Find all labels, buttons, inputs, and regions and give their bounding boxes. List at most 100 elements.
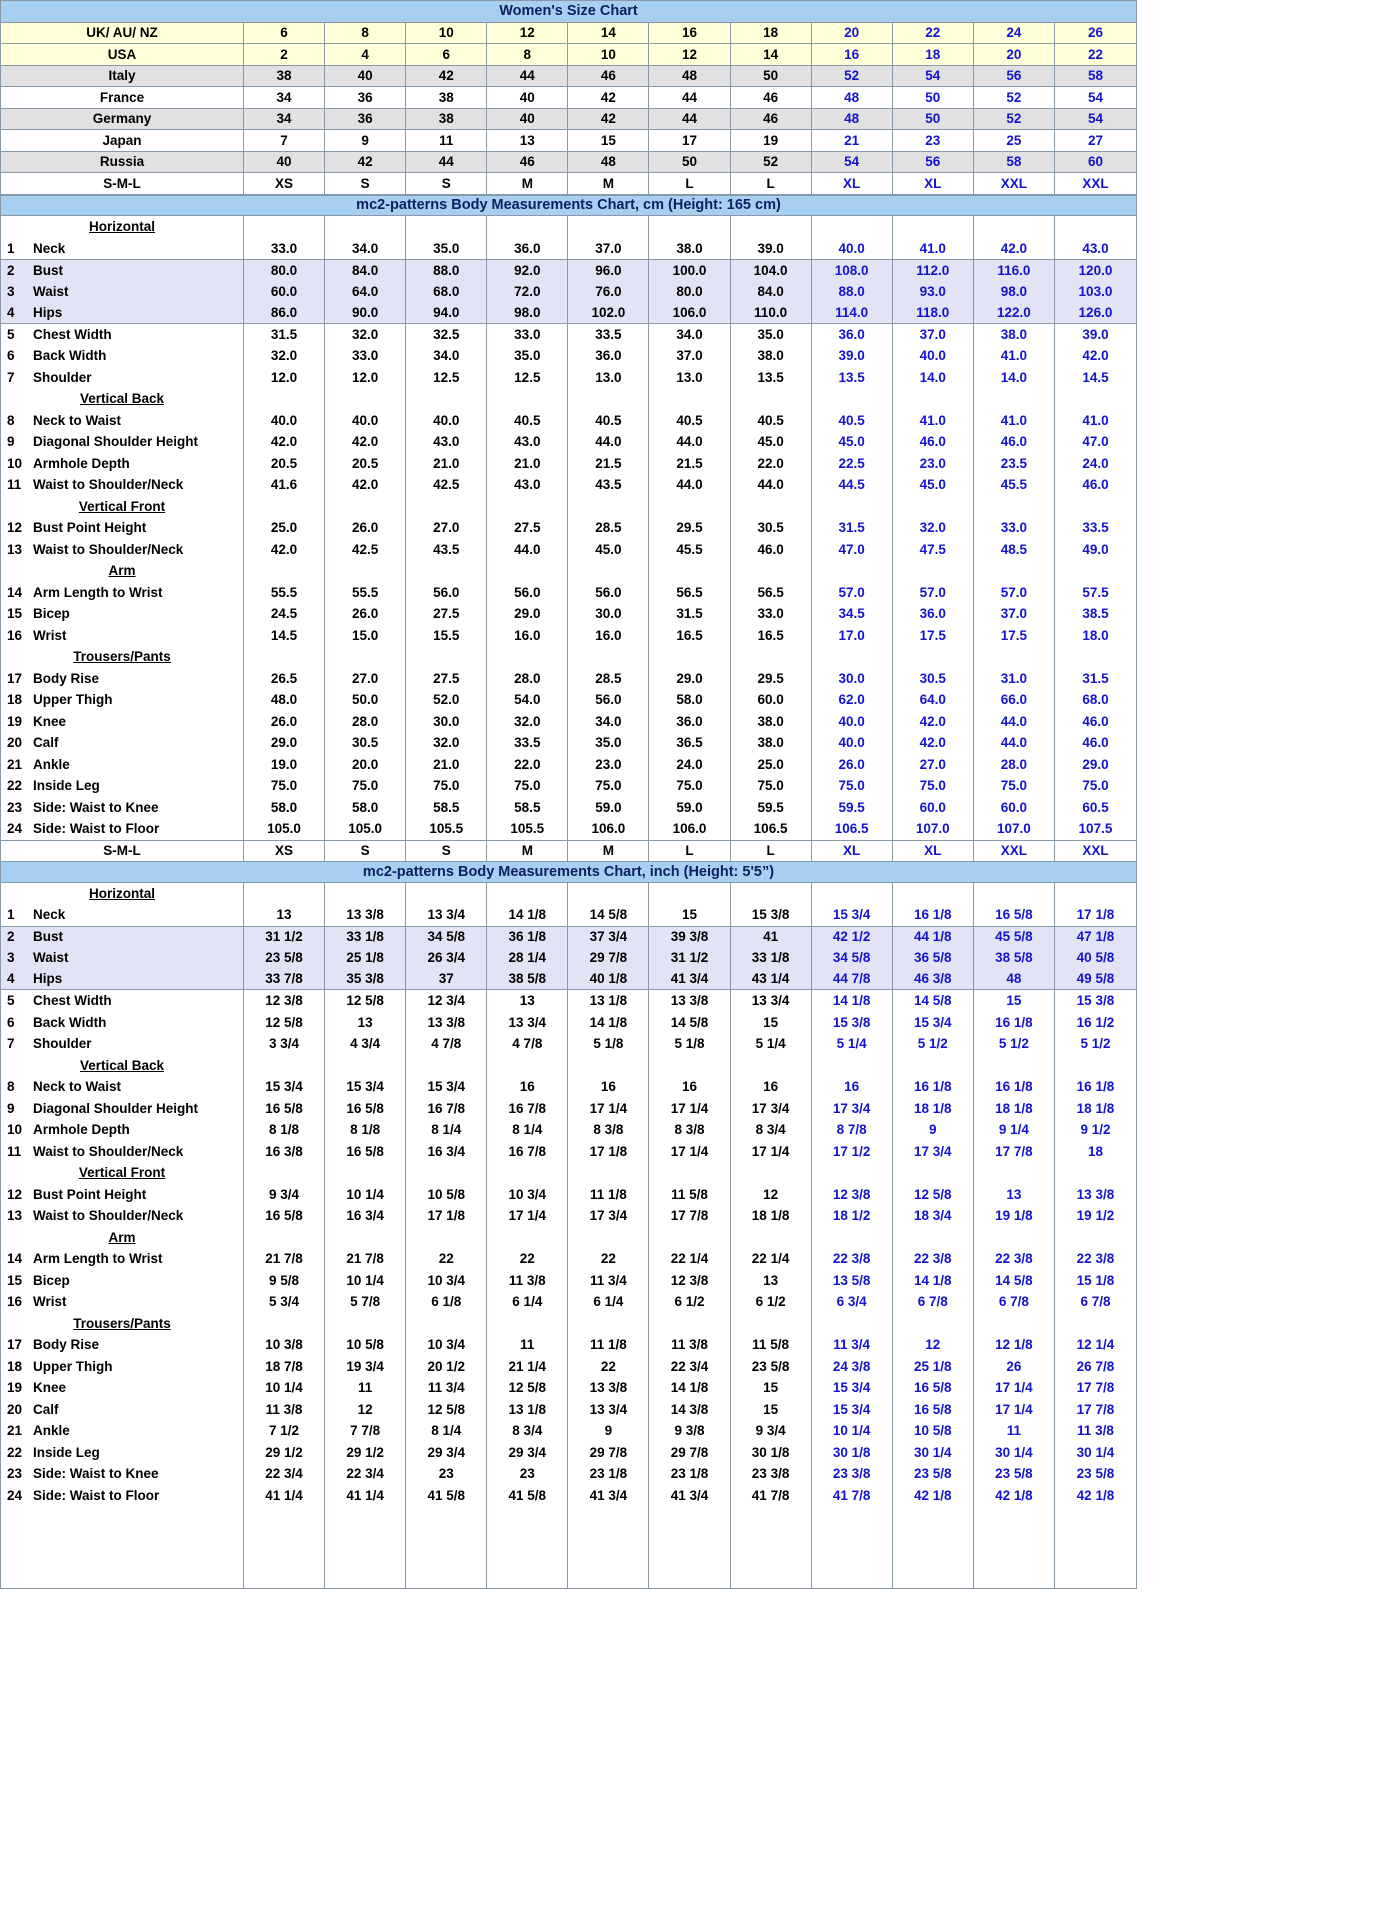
value-cell: 9	[325, 130, 407, 151]
row-number: 8	[7, 1079, 15, 1094]
value-cell: 45 5/8	[974, 926, 1055, 947]
value-cell: 56.0	[568, 689, 650, 711]
value-cell: 11	[406, 130, 488, 151]
row-number: 12	[7, 1186, 23, 1202]
value-cell: 49.0	[1082, 541, 1109, 557]
value-cell	[974, 1162, 1055, 1184]
value-cell: 24	[974, 22, 1055, 43]
value-cell: 30.0	[568, 603, 650, 625]
row-number: 21	[7, 756, 23, 772]
value-cell	[649, 1054, 731, 1076]
value-cell: 16.0	[487, 624, 569, 646]
value-cell	[487, 1162, 569, 1184]
value-cell: 75.0	[893, 775, 974, 797]
value-cell	[812, 1226, 893, 1248]
value-cell: 27	[1087, 132, 1103, 148]
value-cell: 13.5	[812, 366, 893, 388]
value-cell: 30.0	[812, 667, 893, 689]
value-cell: 44 1/8	[893, 926, 974, 947]
value-cell: 39.0	[731, 237, 812, 259]
size-conversion-section: UK/ AU/ NZ 6 8 10 12 14 16 18 20 22 24 26 USA 2 4 6 8 10 1…	[1, 22, 1136, 195]
value-cell	[893, 216, 974, 238]
row-label: 21 Ankle	[1, 1420, 244, 1442]
row-label: Japan	[1, 130, 244, 151]
value-cell: 13	[487, 130, 569, 151]
value-cell: 18	[893, 44, 974, 65]
value-cell: 11 5/8	[649, 1183, 731, 1205]
value-cell: XL	[812, 840, 893, 861]
value-cell	[812, 560, 893, 582]
value-cell: 28.0	[487, 667, 569, 689]
value-cell: 58	[974, 151, 1055, 172]
value-cell: 41 1/4	[325, 1484, 407, 1506]
value-cell: 23	[893, 130, 974, 151]
value-cell: 59.0	[568, 796, 650, 818]
value-cell: 32.0	[325, 323, 407, 345]
row-label: 5 Chest Width	[1, 990, 244, 1012]
value-cell: 25.0	[244, 517, 326, 539]
value-cell: 16 1/8	[974, 1076, 1055, 1098]
value-cell: 44.0	[649, 431, 731, 453]
value-cell	[649, 560, 731, 582]
value-cell: 52	[974, 108, 1055, 129]
value-cell: 30.0	[406, 710, 488, 732]
value-cell: 9 1/2	[1080, 1122, 1111, 1137]
value-cell: 32.0	[893, 517, 974, 539]
value-cell: 116.0	[974, 260, 1055, 281]
value-cell	[325, 216, 407, 238]
value-cell	[974, 388, 1055, 410]
value-cell: 54.0	[487, 689, 569, 711]
value-cell	[244, 1054, 326, 1076]
value-cell: 6 1/4	[487, 1291, 569, 1313]
value-cell: 28.0	[325, 710, 407, 732]
inch-row-knee: 19 Knee 10 1/4 11 11 3/4 12 5/8 13 3/8 14 1/8 15…	[1, 1377, 1136, 1399]
row-number: 4	[7, 304, 15, 320]
value-cell	[1055, 1313, 1136, 1335]
value-cell: 47 1/8	[1076, 929, 1115, 944]
value-cell: 9 3/4	[731, 1420, 812, 1442]
value-cell: 14 5/8	[568, 904, 650, 926]
value-cell: 26	[1087, 25, 1103, 40]
value-cell	[325, 1312, 407, 1334]
value-cell	[812, 1162, 893, 1184]
row-number: 6	[7, 348, 15, 363]
value-cell: 14 1/8	[568, 1011, 650, 1033]
value-cell: 88.0	[406, 260, 488, 281]
inch-row-inside-leg: 22 Inside Leg 29 1/2 29 1/2 29 3/4 29 3/4 29 7…	[1, 1441, 1136, 1463]
value-cell: 36	[325, 87, 407, 108]
inch-row-side-waist-to-knee: 23 Side: Waist to Knee 22 3/4 22 3/4 23 23 23 …	[1, 1463, 1136, 1485]
row-label: 12 Bust Point Height	[1, 517, 244, 539]
value-cell: 80.0	[244, 260, 326, 281]
value-cell: 52	[731, 151, 812, 172]
value-cell: 11	[487, 1334, 569, 1356]
value-cell	[974, 882, 1055, 904]
row-title: Knee	[33, 1380, 67, 1395]
value-cell: 29.0	[649, 667, 731, 689]
row-label: 18 Upper Thigh	[1, 1355, 244, 1377]
value-cell: 15 1/8	[1076, 1272, 1115, 1288]
value-cell: 46 3/8	[893, 968, 974, 989]
inch-row-hips: 4 Hips 33 7/8 35 3/8 37 38 5/8 40 1/8 41 3/4 43 …	[1, 968, 1136, 990]
value-cell: 14 1/8	[649, 1377, 731, 1399]
value-cell: 29 7/8	[649, 1441, 731, 1463]
value-cell: 43.5	[568, 474, 650, 496]
value-cell: 42.5	[325, 538, 407, 560]
value-cell	[974, 1312, 1055, 1334]
value-cell: 9	[893, 1119, 974, 1141]
value-cell: 15 3/8	[1076, 993, 1115, 1008]
value-cell: 42	[568, 108, 650, 129]
row-number: 15	[7, 606, 23, 621]
value-cell: 47.5	[893, 538, 974, 560]
value-cell: 114.0	[812, 302, 893, 323]
row-number: 19	[7, 1380, 23, 1395]
value-cell: 8	[325, 22, 407, 43]
value-cell: 46.0	[1082, 735, 1109, 750]
value-cell: 40 1/8	[568, 968, 650, 989]
value-cell: 30 1/4	[974, 1441, 1055, 1463]
value-cell: 56.0	[406, 581, 488, 603]
value-cell: 19 1/8	[974, 1205, 1055, 1227]
value-cell: 8 1/4	[487, 1119, 569, 1141]
inch-row-arm-length-to-wrist: 14 Arm Length to Wrist 21 7/8 21 7/8 22 22 22 2…	[1, 1248, 1136, 1270]
value-cell: 12	[731, 1183, 812, 1205]
value-cell: 26 3/4	[406, 947, 488, 969]
